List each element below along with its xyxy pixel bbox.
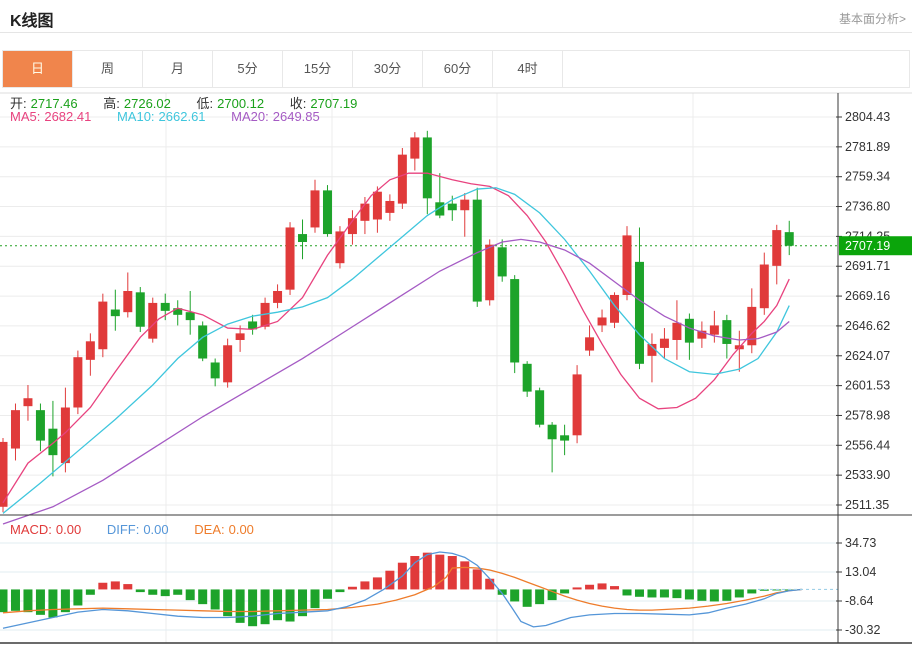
diff-value: 0.00: [143, 522, 169, 537]
svg-text:2601.53: 2601.53: [845, 379, 890, 393]
open-label: 开:: [10, 96, 27, 111]
svg-text:-8.64: -8.64: [845, 594, 874, 608]
macd-label: MACD:: [10, 522, 52, 537]
svg-text:2669.16: 2669.16: [845, 289, 890, 303]
dea-value: 0.00: [228, 522, 254, 537]
tab-7[interactable]: 60分: [423, 51, 493, 87]
tab-3[interactable]: 月: [143, 51, 213, 87]
macd-readout: MACD: 0.00 DIFF: 0.00 DEA: 0.00: [10, 522, 258, 537]
svg-text:2646.62: 2646.62: [845, 319, 890, 333]
price-axis: 2804.432781.892759.342736.802714.252691.…: [836, 110, 890, 512]
svg-text:2691.71: 2691.71: [845, 259, 890, 273]
svg-text:-30.32: -30.32: [845, 623, 880, 637]
ma10-label: MA10:: [116, 109, 155, 124]
tab-4[interactable]: 5分: [213, 51, 283, 87]
close-value: 2707.19: [310, 96, 358, 111]
ma5-line: [2, 172, 790, 504]
kline-chart-area[interactable]: 开: 2717.46 高: 2726.02 低: 2700.12 收: 2707.19 …: [0, 88, 912, 646]
ma-readout: MA5: 2682.41 MA10: 2662.61 MA20: 2649.85: [10, 109, 324, 124]
tab-5[interactable]: 15分: [283, 51, 353, 87]
svg-text:2759.34: 2759.34: [845, 170, 890, 184]
tab-2[interactable]: 周: [73, 51, 143, 87]
tab-1[interactable]: 日: [3, 51, 73, 87]
page-header: K线图 基本面分析>: [0, 0, 912, 33]
ma10-value: 2662.61: [158, 109, 206, 124]
kline-chart-svg[interactable]: 2804.432781.892759.342736.802714.252691.…: [0, 88, 912, 646]
svg-text:2781.89: 2781.89: [845, 140, 890, 154]
macd-value: 0.00: [55, 522, 82, 537]
ma5-value: 2682.41: [44, 109, 92, 124]
open-value: 2717.46: [30, 96, 78, 111]
svg-text:13.04: 13.04: [845, 565, 876, 579]
interval-tabbar: 日周月 5分 15分 30分 60分 4时: [2, 50, 910, 88]
svg-text:2707.19: 2707.19: [845, 239, 890, 253]
high-label: 高:: [103, 96, 120, 111]
svg-text:2556.44: 2556.44: [845, 438, 890, 452]
ma5-label: MA5:: [10, 109, 41, 124]
ma20-label: MA20:: [231, 109, 269, 124]
page-title: K线图: [10, 13, 54, 30]
high-value: 2726.02: [123, 96, 171, 111]
ma20-line: [2, 238, 790, 525]
svg-text:2578.98: 2578.98: [845, 408, 890, 422]
diff-label: DIFF:: [106, 522, 140, 537]
macd-axis: 34.73 13.04 -8.64 -30.32: [836, 536, 880, 637]
svg-text:2511.35: 2511.35: [845, 498, 889, 512]
svg-text:2804.43: 2804.43: [845, 110, 890, 124]
frame-layer: [0, 92, 912, 644]
candles-layer: [0, 130, 794, 513]
tab-6[interactable]: 30分: [353, 51, 423, 87]
current-price-tag: 2707.19: [839, 236, 912, 256]
svg-text:34.73: 34.73: [845, 536, 876, 550]
ohlc-readout: 开: 2717.46 高: 2726.02 低: 2700.12 收: 2707.19: [10, 93, 361, 112]
close-label: 收:: [289, 96, 307, 111]
ma10-line: [2, 187, 790, 514]
tab-8[interactable]: 4时: [493, 51, 563, 87]
diff-line: [2, 551, 802, 629]
svg-text:2624.07: 2624.07: [845, 349, 890, 363]
macd-histogram-layer: [0, 552, 794, 627]
dea-line: [2, 566, 802, 614]
low-value: 2700.12: [217, 96, 265, 111]
dea-label: DEA:: [194, 522, 225, 537]
ma20-value: 2649.85: [272, 109, 320, 124]
svg-text:2533.90: 2533.90: [845, 468, 890, 482]
fundamental-analysis-link[interactable]: 基本面分析>: [838, 12, 906, 26]
svg-text:2736.80: 2736.80: [845, 200, 890, 214]
low-label: 低:: [196, 96, 214, 111]
